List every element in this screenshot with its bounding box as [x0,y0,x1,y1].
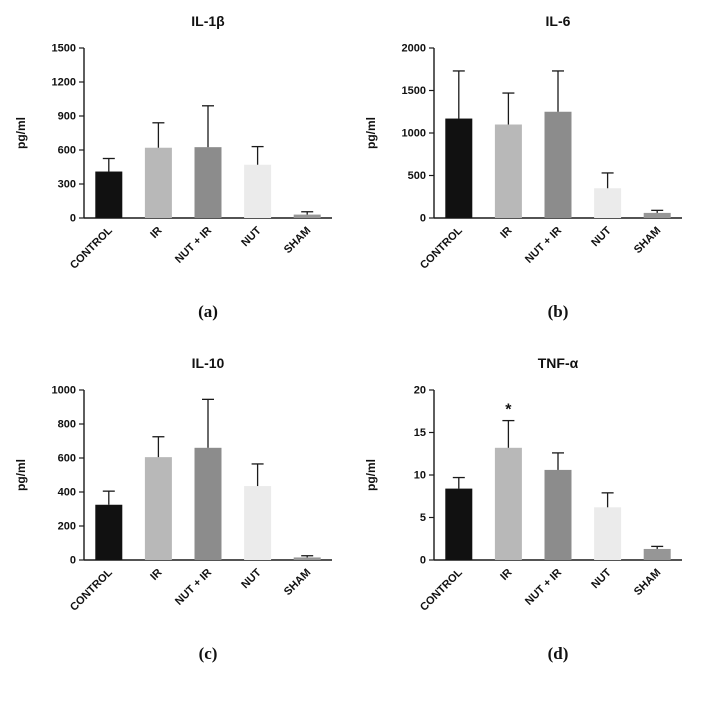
chart-title: IL-1β [191,13,225,29]
y-tick-label: 1000 [52,385,76,397]
y-tick-label: 900 [58,111,76,123]
y-tick-label: 10 [414,470,426,482]
panel-d: TNF-α pg/ml 0 5 10 15 20 CONTROL IR NUT + IR NUT SH… [360,348,698,664]
bar-nut [244,486,272,560]
bar-nut-plus-ir [544,469,572,560]
chart-tnf-alpha: TNF-α pg/ml 0 5 10 15 20 CONTROL IR NUT + IR NUT SH… [364,355,682,614]
y-tick-label: 0 [70,555,76,567]
bar-nut [244,164,272,218]
bar-nut [594,507,622,560]
bar-ir [494,447,522,560]
x-tick-label-sham: SHAM [282,567,313,598]
y-axis-label: pg/ml [364,117,378,149]
significance-marker: * [505,402,512,419]
y-tick-label: 5 [420,512,426,524]
x-tick-label-ir: IR [498,225,514,241]
x-tick-label-ir: IR [148,567,164,583]
y-tick-label: 1500 [402,85,426,97]
y-tick-label: 1000 [402,128,426,140]
panel-label-b: (b) [547,302,569,321]
y-axis-label: pg/ml [14,459,28,491]
y-tick-label: 20 [414,385,426,397]
bar-sham [643,212,671,218]
y-tick-label: 200 [58,521,76,533]
bar-control [95,504,123,560]
y-tick-label: 0 [70,213,76,225]
x-tick-label-ir: IR [148,225,164,241]
bar-sham [293,214,321,218]
y-tick-label: 1500 [52,43,76,55]
chart-title: IL-10 [192,355,225,371]
panel-label-d: (d) [547,644,569,663]
bar-ir [144,457,172,560]
chart-il-10: IL-10 pg/ml 0 200 400 600 800 1000 CONTROL IR NUT … [14,355,332,614]
y-tick-label: 600 [58,145,76,157]
y-tick-label: 1200 [52,77,76,89]
x-tick-label-nut-plus-ir: NUT + IR [173,567,214,608]
bar-nut-plus-ir [194,147,222,218]
panel-label-a: (a) [198,302,218,321]
x-tick-label-control: CONTROL [68,224,115,271]
chart-il-1beta: IL-1β pg/ml 0 300 600 900 1200 1500 CONTROL IR NUT… [14,13,332,272]
chart-il-6: IL-6 pg/ml 0 500 1000 1500 2000 CONTROL IR NUT + … [364,13,682,272]
panel-a: IL-1β pg/ml 0 300 600 900 1200 1500 CONTROL IR NUT… [10,6,348,322]
y-tick-label: 0 [420,213,426,225]
x-tick-label-nut: NUT [589,566,614,591]
x-tick-label-control: CONTROL [68,566,115,613]
panel-c: IL-10 pg/ml 0 200 400 600 800 1000 CONTROL IR NUT … [10,348,348,664]
bar-control [95,171,123,218]
x-tick-label-sham: SHAM [632,225,663,256]
bar-sham [643,548,671,560]
x-tick-label-nut: NUT [589,224,614,249]
panel-label-c: (c) [198,644,218,663]
figure-grid: IL-1β pg/ml 0 300 600 900 1200 1500 CONTROL IR NUT… [4,6,703,664]
x-tick-label-ir: IR [498,567,514,583]
y-axis-label: pg/ml [14,117,28,149]
chart-title: TNF-α [538,355,579,371]
x-tick-label-nut: NUT [239,566,264,591]
x-tick-label-nut-plus-ir: NUT + IR [523,225,564,266]
bar-ir [144,147,172,218]
x-tick-label-nut: NUT [239,224,264,249]
x-tick-label-sham: SHAM [282,225,313,256]
panel-b: IL-6 pg/ml 0 500 1000 1500 2000 CONTROL IR NUT + … [360,6,698,322]
x-tick-label-control: CONTROL [418,566,465,613]
x-tick-label-control: CONTROL [418,224,465,271]
chart-title: IL-6 [546,13,571,29]
y-tick-label: 0 [420,555,426,567]
bar-control [445,488,473,560]
x-tick-label-nut-plus-ir: NUT + IR [173,225,214,266]
y-axis-label: pg/ml [364,459,378,491]
bar-nut-plus-ir [194,447,222,560]
y-tick-label: 400 [58,487,76,499]
bar-nut-plus-ir [544,111,572,218]
y-tick-label: 600 [58,453,76,465]
y-tick-label: 500 [408,170,426,182]
y-tick-label: 300 [58,179,76,191]
y-tick-label: 2000 [402,43,426,55]
y-tick-label: 800 [58,419,76,431]
x-tick-label-sham: SHAM [632,567,663,598]
bar-sham [293,557,321,560]
y-tick-label: 15 [414,427,426,439]
x-tick-label-nut-plus-ir: NUT + IR [523,567,564,608]
bar-ir [494,124,522,218]
bar-nut [594,188,622,218]
bar-control [445,118,473,218]
